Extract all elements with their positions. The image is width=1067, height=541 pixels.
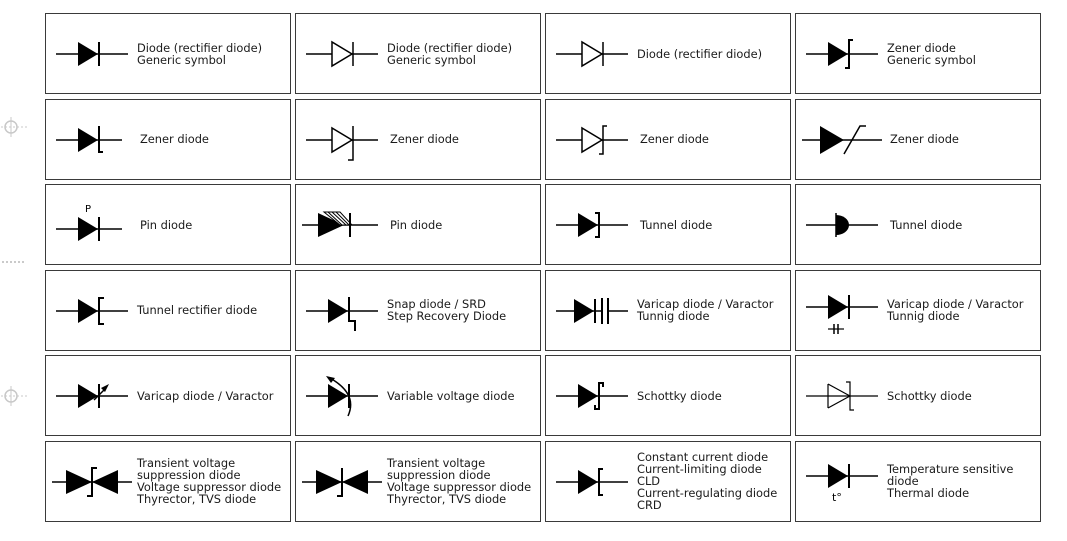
symbol-label: Varicap diode / Varactor [137, 388, 274, 403]
tunnel-rectifier-diode-icon [56, 296, 128, 325]
symbol-label: Varicap diode / Varactor Tunnig diode [887, 297, 1024, 324]
varicap-diode-small-capacitor-icon [806, 294, 878, 334]
symbol-label: Varicap diode / Varactor Tunnig diode [637, 297, 774, 324]
outline-diode-icon [306, 40, 378, 68]
svg-text:P: P [85, 204, 91, 215]
pin-diode-icon: P [56, 204, 122, 242]
symbol-cell: Pin diode [295, 184, 541, 266]
symbol-cell: P Pin diode [45, 184, 291, 266]
symbol-cell: Tunnel diode [545, 184, 791, 266]
symbol-label: Diode (rectifier diode) Generic symbol [137, 40, 263, 67]
temperature-sensitive-diode-icon: t° [806, 463, 878, 504]
symbol-label: Diode (rectifier diode) Generic symbol [387, 40, 513, 67]
symbol-label: Schottky diode [887, 388, 972, 403]
symbol-label: Transient voltage suppression diode Volt… [137, 456, 282, 507]
symbol-label: Temperature sensitive diode Thermal diod… [887, 462, 1014, 501]
symbol-cell: Zener diode [295, 98, 541, 180]
symbol-cell: Diode (rectifier diode) [545, 13, 791, 94]
tunnel-diode-half-circle-icon [806, 213, 878, 238]
diode-symbol-grid: Diode (rectifier diode) Generic symbol D… [45, 13, 1041, 522]
symbol-label: Zener diode [390, 132, 459, 147]
symbol-cell: Schottky diode [545, 355, 791, 437]
symbol-label: Zener diode Generic symbol [887, 40, 976, 67]
symbol-label: Snap diode / SRD Step Recovery Diode [387, 297, 507, 324]
symbol-label: Transient voltage suppression diode Volt… [387, 456, 532, 507]
symbol-label: Diode (rectifier diode) [637, 46, 763, 61]
symbol-label: Schottky diode [637, 388, 722, 403]
pin-diode-hatched-icon [302, 211, 378, 238]
symbol-cell: Constant current diode Current-limiting … [545, 440, 791, 522]
svg-text:t°: t° [832, 491, 842, 504]
symbol-label: Constant current diode Current-limiting … [637, 450, 778, 513]
symbol-label: Zener diode [890, 132, 959, 147]
filled-zener-diode-icon [806, 39, 878, 69]
symbol-label: Tunnel rectifier diode [137, 303, 258, 318]
outline-diode-icon [556, 40, 628, 68]
tvs-diode-alt-icon [302, 467, 382, 497]
symbol-cell: Variable voltage diode [295, 355, 541, 437]
symbol-label: Pin diode [140, 217, 193, 232]
symbol-cell: Zener diode [795, 98, 1041, 180]
snap-diode-icon [306, 296, 378, 331]
constant-current-diode-icon [556, 467, 628, 496]
symbol-cell: Zener diode [45, 98, 291, 180]
symbol-cell: Varicap diode / Varactor Tunnig diode [545, 269, 791, 351]
varicap-diode-capacitor-icon [556, 297, 628, 324]
symbol-cell: t° Temperature sensitive diode Thermal d… [795, 440, 1041, 522]
filled-zener-diode-icon [56, 125, 122, 153]
symbol-cell: Tunnel diode [795, 184, 1041, 266]
outline-zener-diode-long-tail-icon [306, 125, 378, 161]
symbol-cell: Varicap diode / Varactor [45, 355, 291, 437]
tunnel-diode-icon [556, 212, 628, 239]
symbol-cell: Transient voltage suppression diode Volt… [295, 440, 541, 522]
symbol-cell: Transient voltage suppression diode Volt… [45, 440, 291, 522]
symbol-label: Tunnel diode [890, 217, 963, 232]
symbol-label: Zener diode [140, 132, 209, 147]
crosshair-icon [1, 386, 28, 406]
symbol-cell: Tunnel rectifier diode [45, 269, 291, 351]
symbol-label: Tunnel diode [640, 217, 713, 232]
schottky-diode-icon [556, 382, 628, 411]
dotted-line-icon [2, 261, 26, 263]
symbol-cell: Diode (rectifier diode) Generic symbol [45, 13, 291, 94]
outline-zener-diode-icon [556, 124, 628, 155]
varicap-diode-arrow-icon [56, 384, 128, 409]
variable-voltage-diode-icon [306, 376, 378, 417]
schottky-diode-outline-icon [806, 381, 878, 411]
symbol-cell: Varicap diode / Varactor Tunnig diode [795, 269, 1041, 351]
filled-zener-diode-slanted-icon [802, 124, 882, 154]
symbol-cell: Diode (rectifier diode) Generic symbol [295, 13, 541, 94]
symbol-label: Variable voltage diode [387, 388, 515, 403]
symbol-cell: Zener diode [545, 98, 791, 180]
tvs-diode-icon [52, 466, 132, 497]
filled-diode-icon [56, 42, 128, 66]
symbol-cell: Snap diode / SRD Step Recovery Diode [295, 269, 541, 351]
symbol-label: Pin diode [390, 217, 443, 232]
symbol-cell: Zener diode Generic symbol [795, 13, 1041, 94]
symbol-label: Zener diode [640, 132, 709, 147]
crosshair-icon [1, 117, 28, 137]
symbol-cell: Schottky diode [795, 355, 1041, 437]
